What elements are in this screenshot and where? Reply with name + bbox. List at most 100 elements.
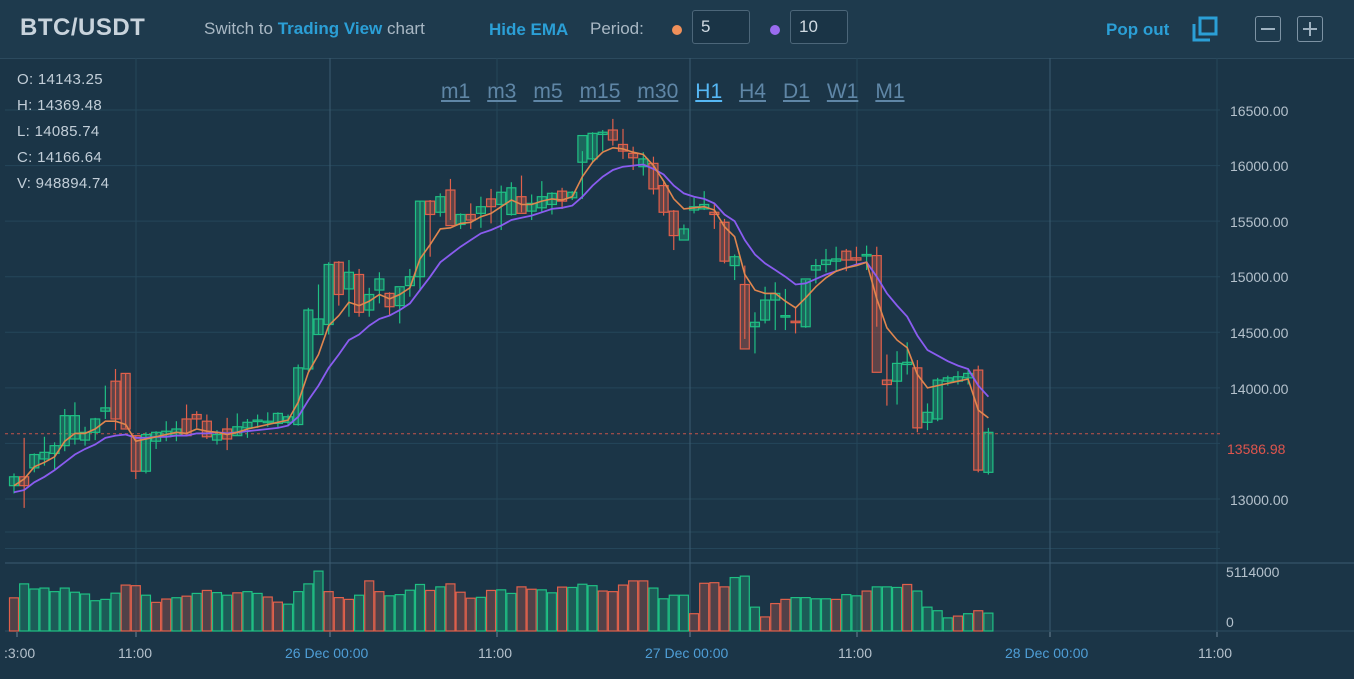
- time-tick-label: 11:00: [838, 645, 872, 661]
- volume-bar: [841, 594, 852, 632]
- candle-body: [272, 412, 283, 425]
- time-tick-label: 11:00: [478, 645, 512, 661]
- candle-body: [912, 367, 923, 429]
- candle-body: [810, 265, 821, 271]
- candle-body: [973, 369, 984, 471]
- volume-bar: [333, 597, 344, 632]
- candle-body: [790, 320, 801, 324]
- switch-chart-text: Switch to Trading View chart: [204, 19, 425, 39]
- volume-bar: [577, 583, 588, 632]
- hide-ema-button[interactable]: Hide EMA: [489, 20, 569, 39]
- timeframe-h1[interactable]: H1: [695, 80, 723, 103]
- pop-out-button[interactable]: Pop out: [1106, 20, 1170, 39]
- volume-bar: [140, 594, 152, 632]
- volume-bar: [648, 587, 659, 632]
- popout-icon[interactable]: [1192, 16, 1218, 42]
- switch-suffix: chart: [387, 19, 425, 38]
- candle-body: [607, 129, 618, 141]
- volume-bar: [709, 582, 720, 632]
- volume-bar: [678, 594, 690, 632]
- timeframe-selector: m1 m3 m5 m15 m30 H1 H4 D1 W1 M1: [441, 80, 922, 104]
- volume-bar: [364, 580, 375, 632]
- candle-body: [414, 200, 426, 278]
- volume-bar: [942, 617, 953, 632]
- ema-fast-color-dot: [672, 25, 682, 35]
- timeframe-mo1[interactable]: M1: [875, 80, 905, 103]
- volume-bar: [191, 592, 202, 632]
- candle-body: [293, 367, 304, 426]
- volume-bar: [19, 583, 30, 632]
- volume-bar: [354, 594, 365, 632]
- volume-bar: [201, 589, 212, 632]
- ohlc-high: H: 14369.48: [17, 97, 103, 114]
- candle-body: [425, 200, 436, 216]
- ema-slow-period-input[interactable]: [790, 10, 848, 44]
- candle-body: [496, 191, 507, 206]
- candle-body: [323, 263, 334, 326]
- candle-body: [475, 206, 486, 214]
- zoom-in-button[interactable]: [1297, 16, 1323, 42]
- volume-bar: [222, 594, 233, 632]
- candle-body: [130, 435, 141, 472]
- time-tick-label: :3:00: [4, 645, 36, 661]
- volume-bar: [465, 597, 476, 632]
- ema-fast-line: [13, 146, 989, 487]
- timeframe-m30[interactable]: m30: [637, 80, 679, 103]
- candle-body: [252, 419, 263, 423]
- candle-body: [841, 250, 852, 261]
- timeframe-w1[interactable]: W1: [826, 80, 859, 103]
- volume-bar: [699, 582, 710, 632]
- volume-bar: [242, 591, 253, 632]
- price-tick-label: 15500.00: [1230, 214, 1289, 230]
- timeframe-m3[interactable]: m3: [487, 80, 517, 103]
- price-tick-label: 13000.00: [1230, 492, 1289, 508]
- candle-body: [343, 271, 355, 290]
- price-tick-label: 15000.00: [1230, 269, 1289, 285]
- volume-bar: [597, 590, 608, 632]
- candle-body: [922, 411, 933, 423]
- plus-icon-vertical: [1309, 22, 1311, 36]
- volume-bar: [303, 583, 314, 632]
- ema-fast-period-input[interactable]: [692, 10, 750, 44]
- volume-bar: [323, 591, 334, 632]
- candle-body: [242, 421, 253, 429]
- volume-bar: [39, 587, 50, 632]
- volume-bar: [282, 603, 294, 632]
- timeframe-m5[interactable]: m5: [533, 80, 563, 103]
- candle-body: [567, 191, 578, 199]
- volume-bar: [820, 598, 832, 632]
- volume-bar: [861, 590, 872, 632]
- volume-bar: [252, 592, 263, 632]
- timeframe-m1[interactable]: m1: [441, 80, 471, 103]
- volume-bar: [485, 589, 497, 632]
- zoom-out-button[interactable]: [1255, 16, 1281, 42]
- candle-body: [780, 315, 791, 318]
- volume-bar: [516, 586, 527, 632]
- volume-bar: [181, 595, 192, 632]
- timeframe-h4[interactable]: H4: [739, 80, 766, 103]
- candle-body: [262, 420, 273, 424]
- volume-bar: [90, 600, 101, 632]
- candle-body: [891, 362, 903, 382]
- volume-bar: [384, 595, 395, 632]
- volume-bar: [161, 598, 172, 632]
- candle-body: [39, 451, 50, 460]
- volume-bar: [130, 585, 141, 632]
- volume-bar: [881, 586, 893, 632]
- timeframe-d1[interactable]: D1: [783, 80, 810, 103]
- trading-view-link[interactable]: Trading View: [277, 19, 383, 38]
- candle-body: [861, 253, 872, 257]
- timeframe-m15[interactable]: m15: [579, 80, 621, 103]
- candle-body: [739, 283, 750, 350]
- candle-body: [374, 278, 385, 291]
- volume-bar: [49, 591, 60, 632]
- volume-bar: [688, 613, 700, 632]
- volume-bar: [932, 610, 943, 632]
- candle-body: [556, 190, 568, 202]
- candle-body: [759, 299, 771, 321]
- volume-bar: [496, 589, 507, 632]
- volume-max-label: 5114000: [1226, 564, 1280, 580]
- volume-bar: [973, 610, 984, 632]
- chart-header: BTC/USDT Switch to Trading View chart Hi…: [0, 0, 1354, 59]
